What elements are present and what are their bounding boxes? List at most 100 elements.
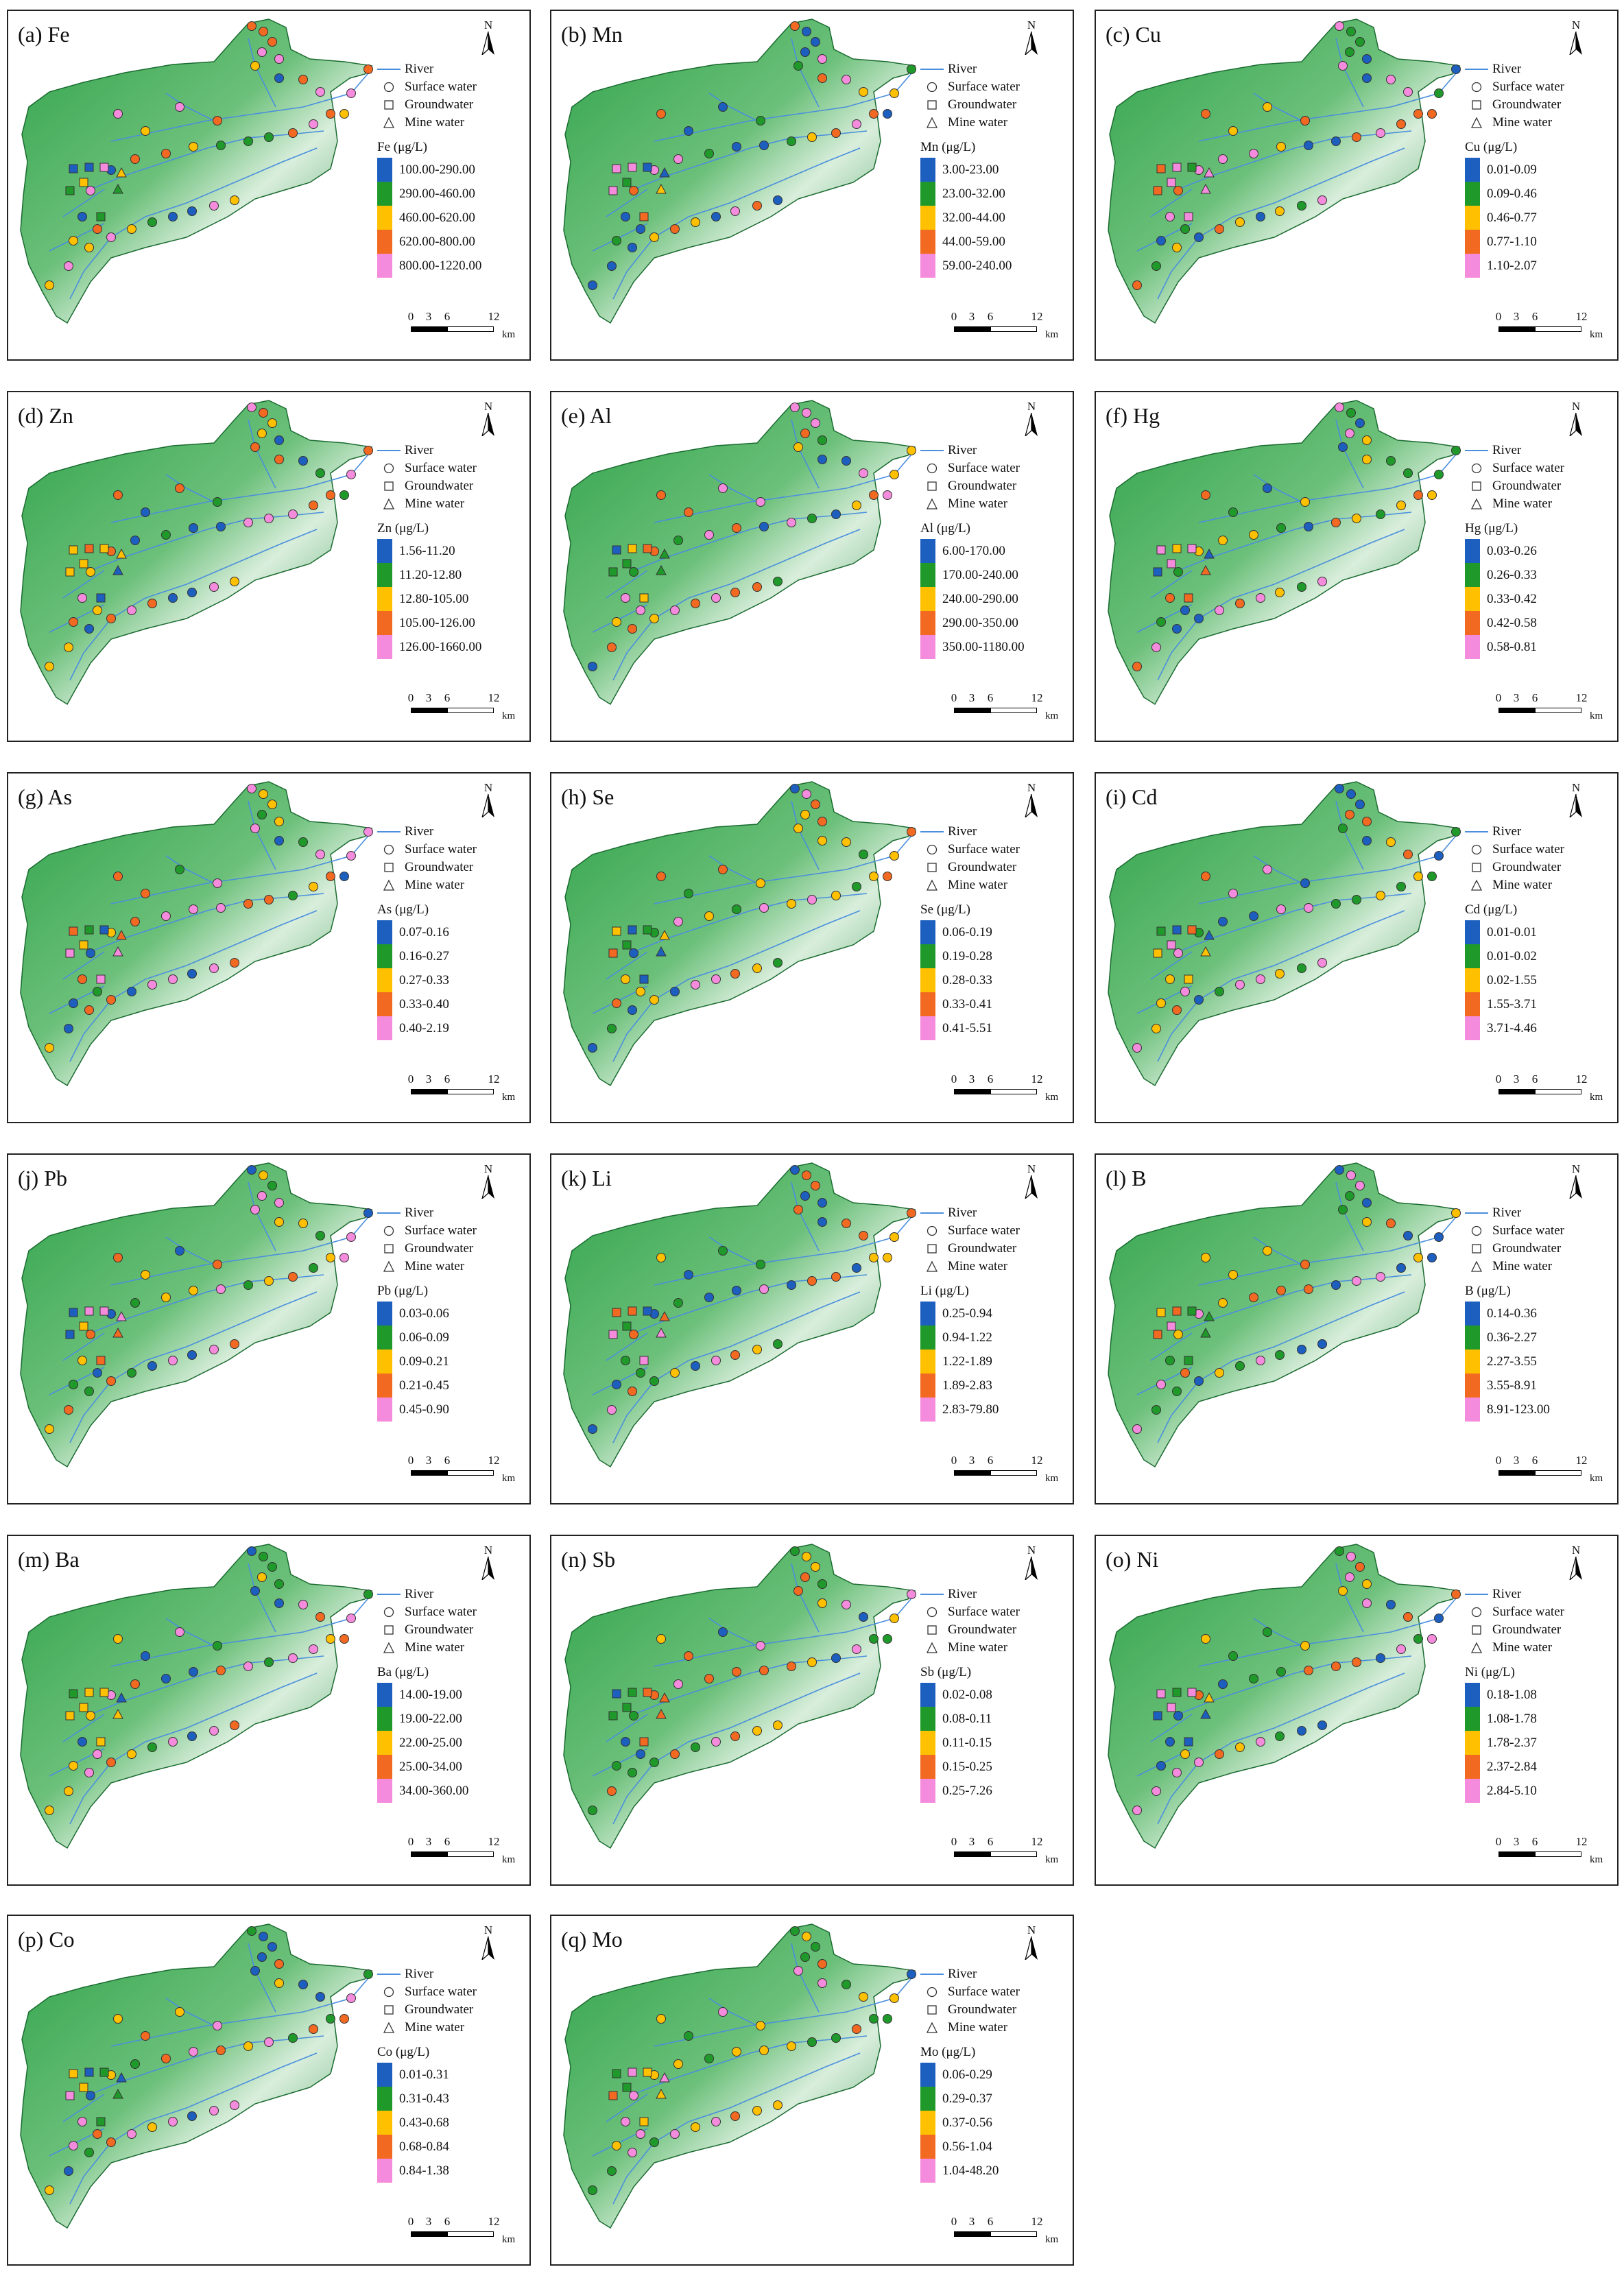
surface-water-site <box>811 1562 820 1572</box>
surface-water-site <box>106 2137 116 2147</box>
mine-water-site <box>659 167 670 178</box>
groundwater-site <box>1153 567 1162 577</box>
surface-water-site <box>1173 186 1183 195</box>
scale-tick-label: 0 <box>951 2215 957 2228</box>
class-swatch <box>1465 563 1480 587</box>
surface-water-site <box>267 1562 277 1572</box>
surface-water-site <box>106 995 116 1005</box>
class-swatch <box>377 182 392 206</box>
panel-title: (f) Hg <box>1106 403 1160 428</box>
scale-tick-label: 12 <box>1031 310 1043 323</box>
class-swatch <box>920 2087 935 2111</box>
scale-tick-label: 6 <box>1531 1454 1538 1467</box>
scale-tick-label: 12 <box>488 1072 500 1086</box>
legend-class-5: 2.84-5.10 <box>1465 1779 1564 1803</box>
class-range-label: 0.37-0.56 <box>942 2115 992 2130</box>
basin-outline <box>1108 781 1461 1087</box>
class-swatch <box>920 1016 935 1040</box>
legend-groundwater: Groundwater <box>920 477 1025 495</box>
surface-water-site <box>315 87 325 97</box>
surface-water-site <box>718 2007 728 2017</box>
legend-class-4: 0.77-1.10 <box>1465 230 1564 254</box>
class-swatch <box>920 1302 935 1326</box>
surface-water-site <box>175 1627 184 1637</box>
surface-water-site <box>636 1749 645 1759</box>
surface-water-site <box>1263 102 1272 112</box>
class-range-label: 0.01-0.31 <box>399 2067 449 2082</box>
panel-title: (o) Ni <box>1106 1547 1159 1572</box>
scale-tick-label: 6 <box>987 1835 994 1848</box>
surface-water-site <box>1194 232 1204 242</box>
north-label: N <box>1027 1544 1036 1557</box>
surface-water-site <box>363 64 373 74</box>
surface-water-site <box>264 2037 274 2047</box>
groundwater-site <box>1153 948 1162 958</box>
surface-water-site <box>670 1368 680 1378</box>
surface-water-site <box>127 1368 136 1378</box>
surface-water-site <box>684 889 693 898</box>
legend-classes: 0.02-0.08 0.08-0.11 0.11-0.15 0.15-0.25 0.25… <box>920 1683 1020 1803</box>
surface-water-site <box>883 109 892 119</box>
class-swatch <box>920 611 935 635</box>
surface-water-site <box>1338 1205 1348 1214</box>
surface-water-site <box>363 1208 373 1218</box>
sampling-sites <box>45 1165 373 1434</box>
surface-water-site <box>859 1231 868 1240</box>
surface-water-site <box>718 483 728 493</box>
groundwater-site <box>79 2083 88 2092</box>
map-panel-16: (p) Co N River Surface water Groundwater <box>7 1915 531 2266</box>
surface-water-site <box>339 872 349 881</box>
legend-unit-label: Cu (μg/L) <box>1465 140 1518 154</box>
surface-water-site <box>250 1586 260 1596</box>
surface-water-site <box>1249 911 1258 921</box>
surface-water-site <box>1215 224 1224 234</box>
legend-class-2: 0.06-0.09 <box>377 1326 477 1350</box>
surface-water-site <box>1256 593 1265 603</box>
surface-water-site <box>1156 998 1166 1008</box>
surface-water-site <box>113 2014 123 2024</box>
legend-classes: 0.14-0.36 0.36-2.27 2.27-3.55 3.55-8.91 8.91… <box>1465 1302 1564 1422</box>
class-swatch <box>1465 230 1480 254</box>
surface-water-site <box>1434 1232 1444 1242</box>
legend-surface-water: Surface water <box>920 1983 1020 2001</box>
surface-water-site <box>1352 514 1361 523</box>
surface-water-site <box>230 2100 239 2110</box>
groundwater-site <box>643 163 652 172</box>
legend-groundwater: Groundwater <box>920 1240 1020 1258</box>
surface-water-site <box>1180 1749 1190 1759</box>
sampling-sites <box>45 1926 373 2195</box>
legend-class-1: 0.06-0.29 <box>920 2063 1020 2087</box>
map-panel-10: (j) Pb N River Surface water Groundwater <box>7 1153 531 1504</box>
surface-water-site <box>1263 865 1272 874</box>
surface-water-site <box>315 850 325 859</box>
surface-water-site <box>732 142 741 152</box>
scale-unit-label: km <box>1590 1092 1603 1103</box>
groundwater-site <box>1184 593 1193 603</box>
surface-water-site <box>1304 903 1313 913</box>
north-label: N <box>483 400 493 413</box>
scale-tick-label: 3 <box>425 1454 432 1467</box>
legend-mine-water: Mine water <box>377 1639 477 1657</box>
surface-water-site <box>230 958 239 968</box>
surface-water-site <box>1386 75 1396 84</box>
scale-tick-label: 3 <box>968 310 975 323</box>
scale-unit-label: km <box>1590 710 1603 721</box>
surface-water-site <box>1132 1806 1142 1815</box>
surface-water-site <box>787 2041 796 2051</box>
class-range-label: 6.00-170.00 <box>942 543 1005 558</box>
north-label: N <box>1027 400 1036 413</box>
legend-surface-water: Surface water <box>920 841 1020 859</box>
class-swatch <box>377 254 392 278</box>
legend-class-5: 0.45-0.90 <box>377 1398 477 1422</box>
surface-water-site <box>147 1361 157 1371</box>
surface-water-site <box>588 280 597 290</box>
surface-water-site <box>346 1993 356 2003</box>
scale-bar: 0 3 6 12 km <box>949 691 1066 732</box>
groundwater-site <box>69 164 78 173</box>
surface-water-site <box>298 1219 308 1228</box>
class-range-label: 0.94-1.22 <box>942 1330 992 1345</box>
north-label: N <box>1027 19 1036 32</box>
surface-water-site <box>1276 1667 1286 1677</box>
class-swatch <box>377 635 392 659</box>
surface-water-site <box>1173 567 1183 577</box>
